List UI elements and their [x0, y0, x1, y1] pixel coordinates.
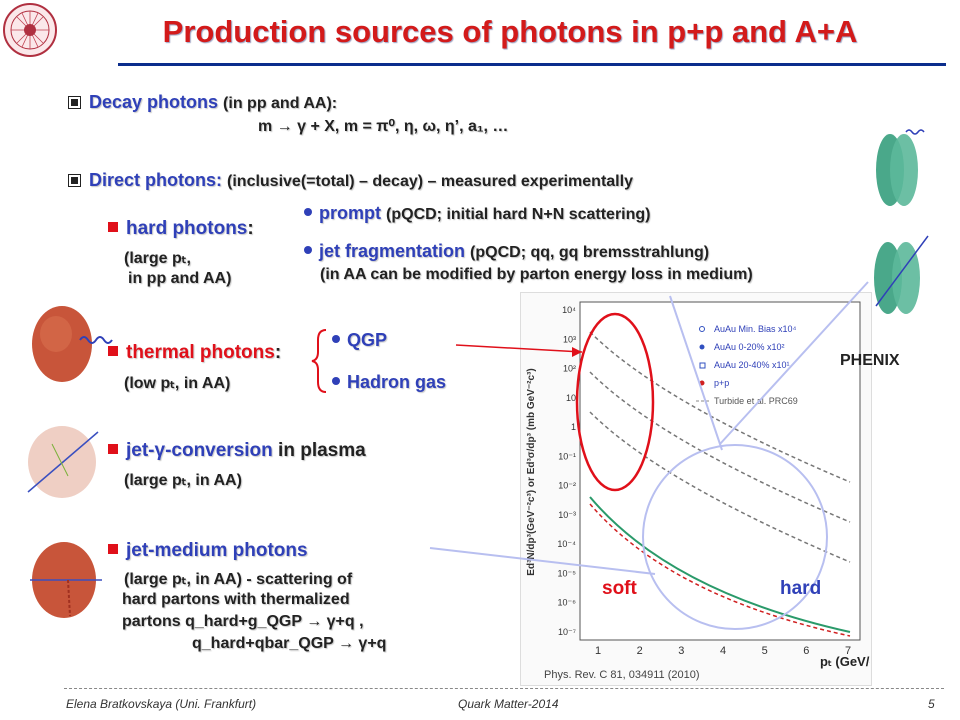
jet-medium-image: [28, 540, 104, 620]
y-tick-label: 10⁻²: [558, 481, 576, 491]
x-tick-label: 3: [678, 645, 684, 657]
jet-conversion-image: [24, 424, 102, 500]
curly-brace: [310, 328, 330, 394]
x-tick-label: 7: [845, 645, 851, 657]
y-tick-label: 10³: [563, 334, 576, 344]
round-bullet-icon: [332, 335, 340, 343]
y-tick-label: 10⁻⁵: [558, 568, 577, 578]
fireball-image: [30, 304, 113, 384]
thermal-photons-sub: (low pₜ, in AA): [124, 375, 231, 392]
y-tick-label: 10: [566, 393, 576, 403]
x-tick-label: 1: [595, 645, 601, 657]
hard-region-circle: [642, 444, 828, 630]
jet-conversion-sub: (large pₜ, in AA): [124, 472, 242, 489]
round-bullet-icon: [304, 246, 312, 254]
jet-medium-line3: partons q_hard+g_QGP → γ+q ,: [122, 613, 364, 630]
qgp-item: QGP: [332, 330, 387, 351]
jet-medium-item: jet-medium photons: [108, 540, 308, 562]
jet-fragmentation-note: (in AA can be modified by parton energy …: [320, 266, 753, 283]
university-logo: [2, 2, 58, 58]
y-tick-label: 10²: [563, 364, 576, 374]
square-bullet-icon: [108, 544, 118, 554]
curve-pp: [589, 496, 851, 633]
phenix-label: PHENIX: [840, 352, 900, 369]
hard-photons-item: hard photons:: [108, 218, 254, 240]
decay-photons-bullet: Decay photons (in pp and AA):: [68, 92, 337, 113]
legend-3: p+p: [714, 378, 729, 388]
checkbox-bullet-icon: [68, 96, 81, 109]
jet-medium-line4: q_hard+qbar_QGP → γ+q: [192, 635, 387, 652]
round-bullet-icon: [332, 377, 340, 385]
legend-4: Turbide et al. PRC69: [714, 396, 798, 406]
y-tick-label: 10⁻³: [558, 510, 576, 520]
x-tick-label: 6: [803, 645, 809, 657]
y-tick-label: 10⁻¹: [558, 451, 576, 461]
footer-page-number: 5: [928, 697, 935, 711]
direct-photons-bullet: Direct photons: (inclusive(=total) – dec…: [68, 170, 633, 191]
jet-medium-line2: hard partons with thermalized: [122, 591, 350, 608]
checkbox-bullet-icon: [68, 174, 81, 187]
legend-1: AuAu 0-20% x10²: [714, 342, 785, 352]
phenix-spectrum-svg: 10⁴ 10³ 10² 10 1 10⁻¹ 10⁻² 10⁻³ 10⁻⁴ 10⁻⁵ 10⁻⁶ 10⁻⁷…: [526, 301, 870, 681]
x-tick-label: 5: [762, 645, 768, 657]
y-tick-label: 10⁻⁶: [558, 598, 577, 608]
x-tick-label: 2: [637, 645, 643, 657]
square-bullet-icon: [108, 444, 118, 454]
round-bullet-icon: [304, 208, 312, 216]
decay-formula: m → γ + X, m = π⁰, η, ω, η’, a₁, …: [258, 118, 509, 135]
thermal-photons-item: thermal photons:: [108, 342, 281, 364]
collision-diagram-bottom: [866, 226, 932, 324]
x-tick-label: 4: [720, 645, 726, 657]
hard-photons-sub1: (large pₜ,: [124, 250, 191, 267]
title-underline: [118, 63, 946, 66]
hard-photons-sub2: in pp and AA): [128, 270, 232, 287]
hard-label: hard: [780, 578, 821, 599]
footer-author: Elena Bratkovskaya (Uni. Frankfurt): [66, 697, 257, 711]
legend-0: AuAu Min. Bias x10⁴: [714, 324, 797, 334]
y-tick-label: 10⁴: [562, 305, 576, 315]
prompt-item: prompt (pQCD; initial hard N+N scatterin…: [304, 203, 650, 224]
hadron-gas-item: Hadron gas: [332, 372, 446, 393]
plot-ylabel: Ed³N/dp³(GeV⁻²c³) or Ed³σ/dp³ (mb GeV⁻²c…: [526, 368, 537, 575]
collision-diagram-top: [866, 118, 932, 216]
legend-2: AuAu 20-40% x10¹: [714, 360, 790, 370]
footer-divider: [64, 688, 944, 689]
y-tick-label: 10⁻⁷: [558, 627, 576, 637]
soft-label: soft: [602, 578, 638, 599]
slide-title: Production sources of photons in p+p and…: [162, 14, 858, 49]
plot-citation: Phys. Rev. C 81, 034911 (2010): [544, 669, 700, 681]
jet-conversion-item: jet-γ-conversion in plasma: [108, 440, 366, 462]
plot-xlabel: pₜ (GeV/c): [820, 654, 870, 669]
y-tick-label: 10⁻⁴: [557, 539, 576, 549]
jet-fragmentation-item: jet fragmentation (pQCD; qq, gq bremsstr…: [304, 241, 709, 262]
soft-region-ellipse: [575, 312, 655, 492]
square-bullet-icon: [108, 222, 118, 232]
legend-labels: AuAu Min. Bias x10⁴ AuAu 0-20% x10² AuAu…: [714, 324, 798, 406]
y-tick-label: 1: [571, 422, 576, 432]
footer-conference: Quark Matter-2014: [458, 697, 559, 711]
jet-medium-line1: (large pₜ, in AA) - scattering of: [124, 571, 353, 588]
square-bullet-icon: [108, 346, 118, 356]
